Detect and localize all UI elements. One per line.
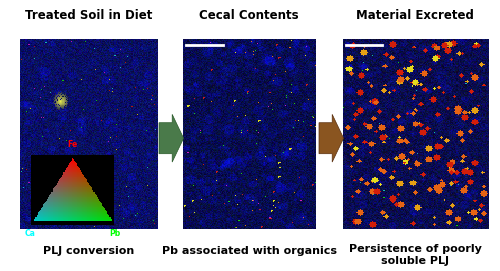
FancyArrow shape xyxy=(159,114,184,162)
Text: Treated Soil in Diet: Treated Soil in Diet xyxy=(26,9,152,22)
Text: Persistence of poorly
soluble PLJ: Persistence of poorly soluble PLJ xyxy=(348,244,482,266)
Text: Material Excreted: Material Excreted xyxy=(356,9,474,22)
Text: PLJ conversion: PLJ conversion xyxy=(44,247,134,256)
Text: Pb associated with organics: Pb associated with organics xyxy=(162,247,336,256)
FancyArrow shape xyxy=(319,114,344,162)
Text: Cecal Contents: Cecal Contents xyxy=(199,9,299,22)
